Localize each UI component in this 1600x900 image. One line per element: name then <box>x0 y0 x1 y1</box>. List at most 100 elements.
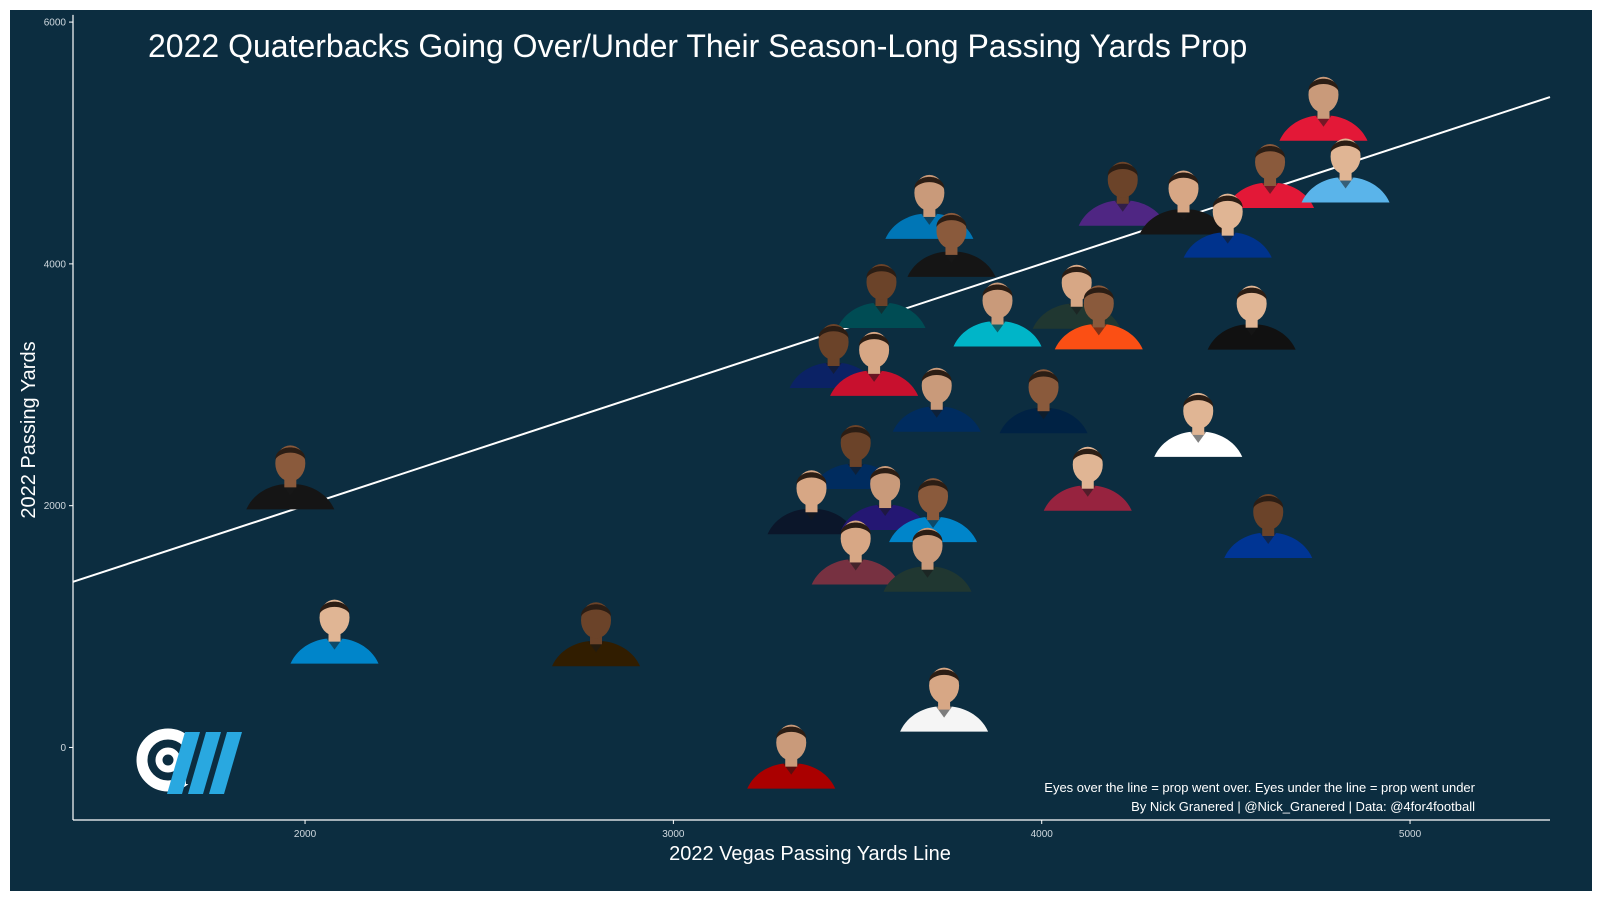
player-jersey <box>290 638 379 664</box>
player-neck <box>868 363 881 374</box>
chart-panel: 2000 3000 4000 5000 0 2000 4000 6000 2022 Quate… <box>10 10 1592 891</box>
player-head <box>866 264 897 301</box>
player-neck <box>1264 175 1277 186</box>
player-headshot-marker <box>290 599 379 664</box>
x-tick-label: 3000 <box>662 829 685 840</box>
player-hair <box>982 284 1013 297</box>
player-headshot-marker <box>1207 285 1296 350</box>
player-headshot-marker <box>892 367 981 432</box>
player-headshot-marker <box>830 331 919 396</box>
player-hair <box>1253 495 1284 508</box>
player-headshot-marker <box>1226 143 1315 208</box>
player-head <box>1236 285 1267 322</box>
player-hair <box>1212 195 1243 208</box>
player-head <box>818 323 849 360</box>
player-hair <box>796 472 827 485</box>
player-jersey <box>1224 532 1313 558</box>
player-neck <box>991 314 1004 325</box>
player-neck <box>1177 202 1190 213</box>
player-neck <box>875 296 888 307</box>
player-neck <box>921 559 934 570</box>
player-neck <box>945 244 958 255</box>
player-neck <box>328 631 341 642</box>
y-tick-label: 2000 <box>44 501 67 512</box>
player-neck <box>1116 193 1129 204</box>
player-headshot-marker <box>1139 170 1228 235</box>
player-jersey <box>892 406 981 432</box>
player-jersey <box>1139 209 1228 235</box>
player-neck <box>1081 478 1094 489</box>
player-hair <box>818 325 849 338</box>
player-jersey <box>1154 431 1243 457</box>
player-headshot-marker <box>1183 193 1272 258</box>
x-tick-label: 4000 <box>1031 829 1054 840</box>
player-jersey <box>1183 232 1272 258</box>
player-jersey <box>1078 200 1167 226</box>
player-hair <box>1061 266 1092 279</box>
player-head <box>929 667 960 704</box>
player-headshot-marker <box>907 212 996 277</box>
player-headshot-marker <box>767 470 856 535</box>
player-head <box>1072 446 1103 483</box>
player-head <box>1330 138 1361 175</box>
player-hair <box>840 522 871 535</box>
player-jersey <box>830 370 919 396</box>
player-head <box>1212 193 1243 230</box>
player-neck <box>827 355 840 366</box>
player-neck <box>938 699 951 710</box>
axes: 2000 3000 4000 5000 0 2000 4000 6000 <box>44 14 1550 840</box>
data-points <box>246 76 1390 789</box>
player-jersey <box>900 706 989 732</box>
player-neck <box>1221 225 1234 236</box>
player-head <box>319 599 350 636</box>
player-hair <box>866 266 897 279</box>
player-neck <box>879 498 892 509</box>
y-tick-label: 4000 <box>44 259 67 270</box>
player-hair <box>859 333 890 346</box>
player-hair <box>776 726 807 739</box>
player-headshot-marker <box>1043 446 1132 511</box>
player-jersey <box>1279 115 1368 141</box>
player-hair <box>870 468 901 481</box>
player-hair <box>1028 371 1059 384</box>
player-head <box>859 331 890 368</box>
player-head <box>982 282 1013 319</box>
player-headshot-marker <box>900 667 989 732</box>
chart-title: 2022 Quaterbacks Going Over/Under Their … <box>148 28 1247 64</box>
player-hair <box>1072 448 1103 461</box>
player-neck <box>1317 108 1330 119</box>
player-hair <box>840 426 871 439</box>
x-axis-title: 2022 Vegas Passing Yards Line <box>669 843 951 865</box>
player-jersey <box>246 484 335 510</box>
player-headshot-marker <box>883 527 972 592</box>
player-neck <box>930 399 943 410</box>
player-headshot-marker <box>246 445 335 510</box>
player-neck <box>1245 317 1258 328</box>
player-neck <box>849 552 862 563</box>
player-head <box>914 174 945 211</box>
player-neck <box>1339 170 1352 181</box>
player-jersey <box>747 763 836 789</box>
x-tick-label: 2000 <box>294 829 317 840</box>
player-hair <box>1183 394 1214 407</box>
player-head <box>921 367 952 404</box>
y-axis-title: 2022 Passing Yards <box>18 341 40 518</box>
player-headshot-marker <box>1154 392 1243 457</box>
player-hair <box>912 529 943 542</box>
player-head <box>840 424 871 461</box>
player-hair <box>929 669 960 682</box>
player-head <box>1308 76 1339 113</box>
player-head <box>1107 161 1138 198</box>
caption-credits: By Nick Granered | @Nick_Granered | Data… <box>1131 799 1475 814</box>
player-neck <box>849 456 862 467</box>
player-head <box>840 520 871 557</box>
player-head <box>870 466 901 503</box>
player-hair <box>936 214 967 227</box>
player-hair <box>1168 172 1199 185</box>
player-headshot-marker <box>1301 138 1390 203</box>
player-head <box>1255 143 1286 180</box>
player-head <box>1183 392 1214 429</box>
player-head <box>581 602 612 639</box>
player-neck <box>590 634 603 645</box>
player-neck <box>1262 525 1275 536</box>
